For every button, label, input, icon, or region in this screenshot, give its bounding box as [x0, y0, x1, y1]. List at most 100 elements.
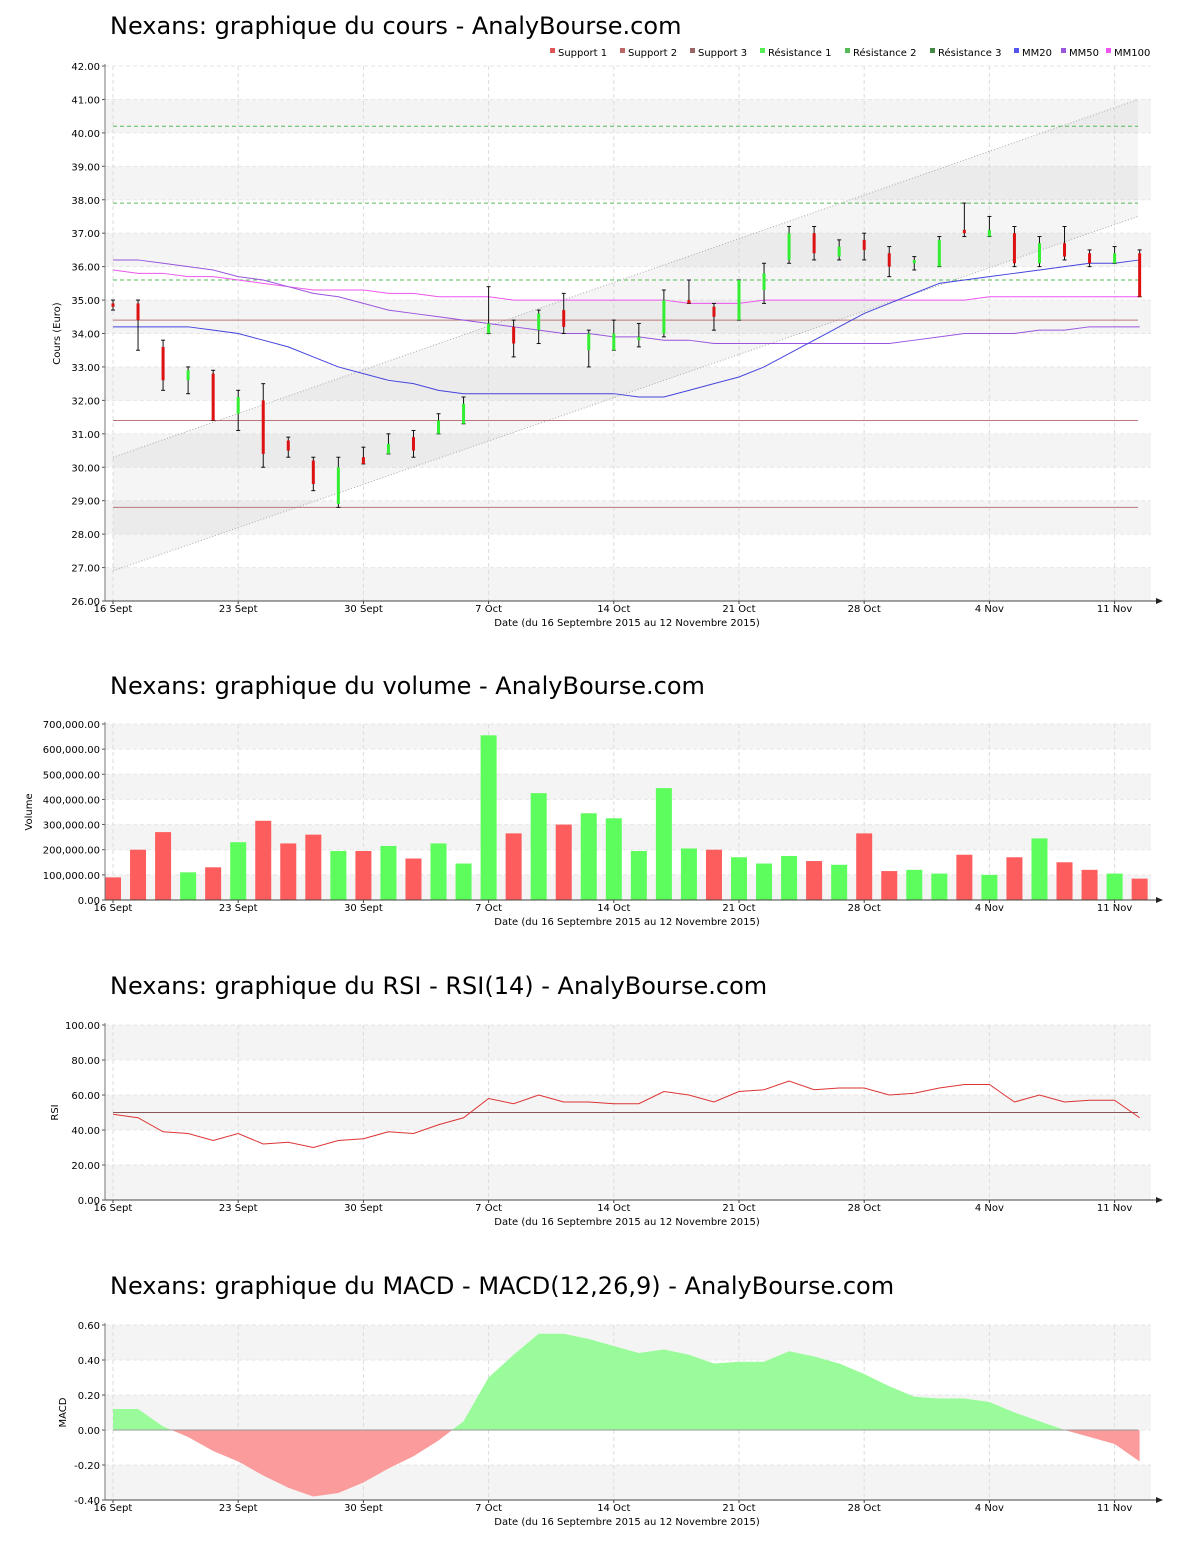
background-band	[105, 1165, 1151, 1200]
y-tick-label: 30.00	[71, 463, 100, 474]
legend-label: MM20	[1022, 48, 1052, 59]
legend-swatch	[1106, 48, 1111, 53]
y-tick-label: 28.00	[71, 530, 100, 541]
x-tick-label: 4 Nov	[975, 604, 1004, 615]
background-band	[105, 500, 1151, 535]
chart-panel-macd: Nexans: graphique du MACD - MACD(12,26,9…	[58, 1272, 1163, 1528]
background-band	[105, 99, 1151, 133]
x-axis-arrow	[1156, 1197, 1163, 1203]
candle-body	[587, 333, 591, 351]
x-tick-label: 28 Oct	[848, 1503, 881, 1514]
x-tick-label: 14 Oct	[597, 903, 630, 914]
x-tick-label: 21 Oct	[722, 1503, 755, 1514]
x-tick-label: 23 Sept	[219, 1203, 258, 1214]
y-tick-label: 42.00	[71, 62, 100, 73]
x-tick-label: 16 Sept	[94, 1203, 133, 1214]
candle-body	[937, 239, 941, 267]
volume-bar	[630, 850, 647, 900]
y-tick-label: 31.00	[71, 430, 100, 441]
candle-body	[537, 313, 541, 331]
y-tick-label: 0.00	[78, 896, 100, 907]
volume-bar	[881, 871, 898, 900]
y-tick-label: 39.00	[71, 162, 100, 173]
legend-swatch	[620, 48, 625, 53]
volume-bar	[180, 872, 197, 900]
candle-body	[336, 467, 340, 505]
chart-title: Nexans: graphique du RSI - RSI(14) - Ana…	[110, 972, 767, 1000]
volume-bar	[230, 842, 247, 900]
plot-area	[105, 735, 1148, 900]
x-tick-label: 7 Oct	[475, 1503, 502, 1514]
candle-body	[912, 259, 916, 264]
candle-body	[737, 280, 741, 321]
candle-body	[987, 229, 991, 237]
x-tick-label: 21 Oct	[722, 1203, 755, 1214]
candle-body	[386, 443, 390, 454]
legend-label: Support 2	[628, 48, 677, 59]
candle-body	[712, 306, 716, 317]
y-tick-label: 700,000.00	[43, 720, 100, 731]
volume-bar	[555, 824, 572, 900]
y-axis-label: Cours (Euro)	[52, 302, 63, 365]
y-tick-label: 400,000.00	[43, 795, 100, 806]
volume-bar	[455, 863, 472, 900]
candle-body	[562, 310, 566, 327]
candle-body	[487, 323, 491, 334]
y-tick-label: 500,000.00	[43, 770, 100, 781]
candle-body	[361, 457, 365, 464]
x-tick-label: 30 Sept	[344, 604, 383, 615]
chart-panel-price: Nexans: graphique du cours - AnalyBourse…	[52, 12, 1163, 629]
x-tick-label: 23 Sept	[219, 1503, 258, 1514]
y-tick-label: 32.00	[71, 396, 100, 407]
y-tick-label: 33.00	[71, 363, 100, 374]
volume-bar	[530, 793, 547, 900]
y-tick-label: 0.00	[78, 1196, 100, 1207]
x-tick-label: 14 Oct	[597, 604, 630, 615]
candle-body	[1037, 243, 1041, 264]
chart-panel-rsi: Nexans: graphique du RSI - RSI(14) - Ana…	[50, 972, 1163, 1228]
candle-body	[437, 420, 441, 434]
candle-body	[411, 437, 415, 451]
candle-body	[812, 233, 816, 254]
channel-lower-line	[112, 215, 1139, 572]
volume-bar	[731, 857, 747, 900]
chart-title: Nexans: graphique du MACD - MACD(12,26,9…	[110, 1272, 894, 1300]
volume-bar	[480, 735, 497, 900]
legend-swatch	[550, 48, 555, 53]
chart-panel-volume: Nexans: graphique du volume - AnalyBours…	[24, 672, 1163, 928]
y-tick-label: -0.40	[74, 1496, 100, 1507]
x-tick-label: 21 Oct	[722, 604, 755, 615]
x-tick-label: 23 Sept	[219, 604, 258, 615]
y-tick-label: 38.00	[71, 196, 100, 207]
background-band	[105, 366, 1151, 401]
x-tick-label: 4 Nov	[975, 1503, 1004, 1514]
y-axis-label: RSI	[50, 1104, 61, 1120]
candle-body	[161, 346, 165, 381]
candle-body	[662, 300, 666, 334]
candle-body	[887, 253, 891, 267]
candle-body	[687, 300, 691, 304]
volume-bar	[981, 874, 998, 900]
legend-swatch	[1014, 48, 1019, 53]
plot-area	[112, 1080, 1140, 1149]
x-tick-label: 7 Oct	[475, 604, 502, 615]
candle-body	[862, 239, 866, 250]
volume-bar	[1131, 878, 1148, 900]
y-tick-label: 200,000.00	[43, 846, 100, 857]
volume-bar	[580, 813, 597, 900]
mm50-line	[113, 259, 1140, 345]
y-tick-label: 600,000.00	[43, 745, 100, 756]
trend-channel	[113, 99, 1138, 571]
x-tick-label: 11 Nov	[1097, 1203, 1133, 1214]
legend-label: Résistance 3	[938, 47, 1001, 59]
candle-body	[637, 336, 641, 341]
candle-body	[186, 370, 190, 381]
volume-bar	[355, 850, 372, 900]
volume-bar	[1006, 857, 1023, 900]
legend-swatch	[690, 48, 695, 53]
legend-label: Support 3	[698, 48, 747, 59]
x-tick-label: 11 Nov	[1097, 1503, 1133, 1514]
y-tick-label: 27.00	[71, 564, 100, 575]
x-axis-arrow	[1156, 1497, 1163, 1503]
